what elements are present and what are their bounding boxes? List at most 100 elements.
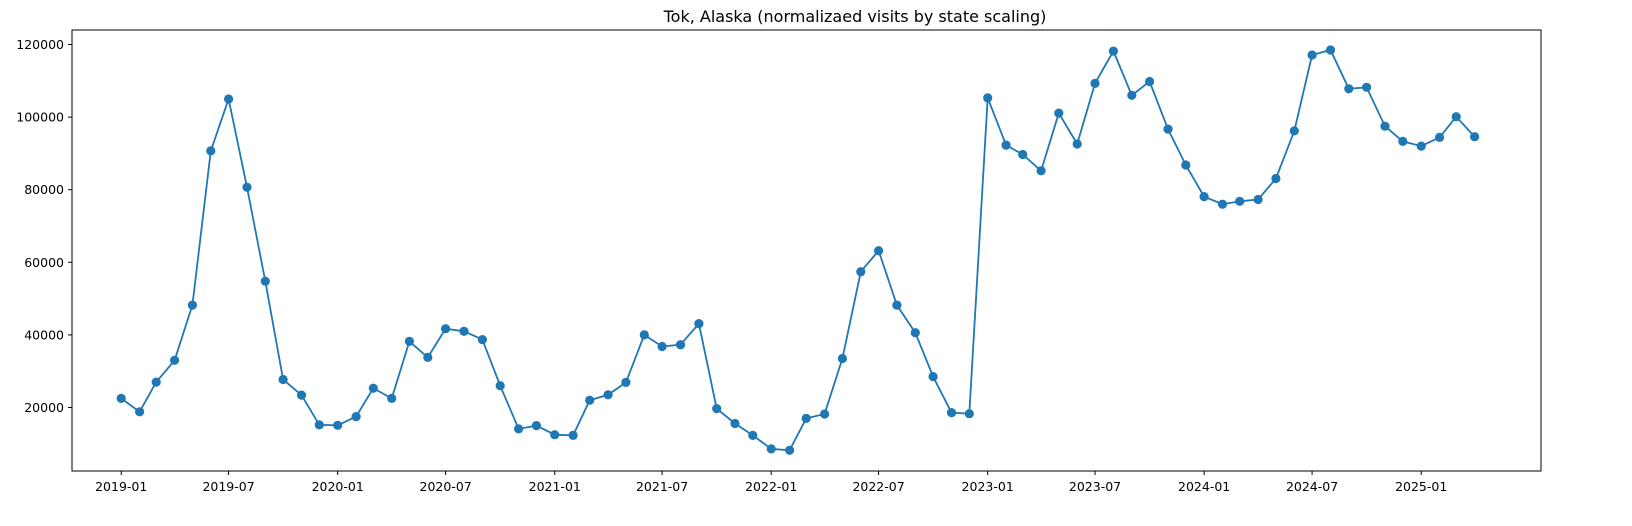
x-tick-label: 2024-07 (1286, 479, 1338, 494)
x-tick-label: 2019-01 (95, 479, 147, 494)
data-point (874, 246, 884, 256)
x-tick-label: 2020-01 (312, 479, 364, 494)
data-point (1344, 84, 1354, 94)
data-point (314, 420, 324, 430)
data-point (368, 383, 378, 393)
data-point (730, 418, 740, 429)
y-tick-label: 60000 (24, 255, 64, 270)
data-point (1072, 139, 1082, 149)
data-point (135, 407, 145, 417)
data-point (1289, 126, 1299, 136)
data-point (1001, 140, 1011, 150)
data-point (1054, 108, 1064, 118)
data-point (1271, 173, 1281, 184)
data-point (1163, 124, 1173, 134)
data-point (206, 146, 216, 156)
data-point (946, 408, 957, 418)
data-point (1307, 50, 1317, 60)
data-point (1416, 141, 1426, 151)
y-tick-label: 40000 (24, 327, 64, 342)
y-tick-label: 100000 (16, 110, 64, 125)
data-point (351, 412, 361, 422)
data-point (766, 444, 776, 454)
data-point (1108, 46, 1118, 56)
data-point (657, 341, 667, 352)
data-point (1380, 121, 1390, 131)
data-point (550, 430, 560, 440)
data-point (910, 328, 920, 338)
data-point (1435, 132, 1445, 142)
chart-title: Tok, Alaska (normalizaed visits by state… (663, 7, 1047, 26)
data-point (568, 430, 578, 440)
x-tick-label: 2024-01 (1178, 479, 1230, 494)
data-point (116, 393, 126, 403)
y-axis: 20000 40000 60000 80000 100000 120000 (16, 37, 72, 415)
data-point (333, 420, 343, 430)
data-point (621, 377, 631, 387)
data-point (585, 395, 595, 405)
data-point (1253, 194, 1263, 205)
data-point (675, 340, 686, 350)
data-point (928, 372, 938, 382)
data-point (242, 182, 252, 192)
x-tick-label: 2023-07 (1069, 479, 1121, 494)
data-point (1199, 192, 1209, 202)
data-point (260, 276, 270, 286)
x-tick-label: 2020-07 (420, 479, 472, 494)
x-tick-label: 2019-07 (202, 479, 254, 494)
x-tick-label: 2023-01 (962, 479, 1014, 494)
data-point (748, 430, 758, 440)
data-point (892, 300, 902, 310)
data-point (1145, 76, 1155, 87)
data-point (964, 409, 974, 419)
data-point (459, 326, 469, 336)
y-tick-label: 20000 (24, 400, 64, 415)
data-point (801, 413, 811, 423)
data-point (1325, 45, 1336, 55)
data-point (278, 374, 288, 385)
data-point (820, 409, 830, 419)
data-point (785, 445, 795, 455)
x-tick-label: 2021-07 (636, 479, 688, 494)
data-point (387, 393, 397, 403)
y-tick-label: 80000 (24, 182, 64, 197)
data-point (224, 94, 234, 104)
data-point (603, 390, 613, 400)
data-point (1451, 112, 1461, 122)
data-point (1217, 199, 1228, 209)
data-point (1018, 149, 1028, 160)
x-tick-label: 2021-01 (529, 479, 581, 494)
data-point (712, 404, 722, 414)
data-point (441, 324, 451, 334)
x-tick-label: 2022-07 (852, 479, 904, 494)
plot-area-frame (71, 29, 1542, 472)
data-point (151, 377, 161, 387)
series-line (120, 48, 1476, 452)
data-point (694, 319, 704, 329)
data-point (495, 381, 505, 391)
data-point (477, 335, 487, 345)
y-tick-label: 120000 (16, 37, 64, 52)
data-point (296, 390, 307, 400)
data-point (639, 330, 649, 340)
data-point (531, 421, 542, 431)
data-point (1470, 132, 1480, 142)
data-point (1090, 78, 1100, 88)
x-axis: 2019-01 2019-07 2020-01 2020-07 2021-01 2021-… (95, 471, 1447, 494)
series-layer (116, 45, 1480, 455)
data-point (404, 336, 414, 346)
data-point (983, 93, 993, 103)
data-point (856, 267, 866, 277)
data-point (1235, 196, 1245, 206)
data-point (1036, 166, 1046, 176)
data-point (837, 353, 848, 364)
data-point (187, 300, 197, 310)
data-point (423, 352, 433, 362)
x-tick-label: 2022-01 (745, 479, 797, 494)
data-point (1127, 90, 1137, 100)
data-point (514, 424, 524, 434)
data-point (1398, 136, 1408, 146)
data-point (170, 355, 180, 365)
data-point (1362, 82, 1372, 92)
